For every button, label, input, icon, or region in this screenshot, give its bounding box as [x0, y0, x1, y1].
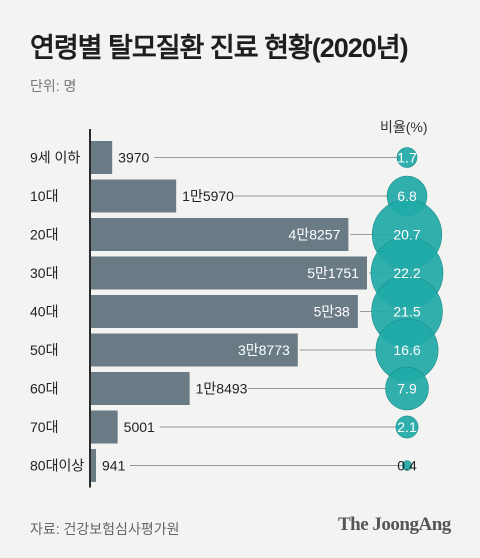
chart-svg: 9세 이하 3970 1.7 10대 1만5970 6.8 20대 4만8257 20.7 30대…	[30, 129, 444, 488]
value-label: 5만1751	[307, 265, 359, 281]
category-label: 30대	[30, 265, 58, 281]
ratio-label: 21.5	[393, 304, 420, 320]
bar	[91, 179, 177, 213]
bar	[91, 141, 113, 174]
ratio-bubble	[396, 147, 418, 168]
bar	[91, 218, 349, 251]
value-label: 1만5970	[182, 188, 234, 204]
source-label: 자료: 건강보험심사평가원	[30, 521, 180, 537]
unit-label: 단위: 명	[30, 78, 77, 94]
category-label: 50대	[30, 342, 58, 358]
category-label: 10대	[30, 188, 58, 204]
bar	[91, 372, 190, 405]
value-label: 5001	[124, 419, 155, 435]
bar	[91, 449, 97, 482]
category-label: 60대	[30, 381, 58, 397]
ratio-bubble	[401, 460, 413, 471]
ratio-bubble	[385, 366, 429, 411]
bar	[91, 295, 358, 328]
value-label: 5만38	[314, 304, 350, 320]
value-label: 941	[102, 458, 126, 474]
ratio-label: 22.2	[393, 265, 420, 281]
value-label: 4만8257	[289, 227, 341, 243]
ratio-label: 0.4	[397, 458, 417, 474]
value-label: 3970	[118, 150, 149, 166]
bar	[91, 256, 367, 290]
bubbles-group	[370, 147, 444, 471]
ratio-header: 비율(%)	[380, 119, 428, 135]
category-label: 40대	[30, 304, 58, 320]
bar	[91, 333, 298, 367]
labels-group: 9세 이하 3970 1.7 10대 1만5970 6.8 20대 4만8257 20.7 30대…	[30, 150, 421, 474]
ratio-label: 20.7	[393, 227, 420, 243]
value-label: 3만8773	[238, 342, 290, 358]
bar	[91, 410, 118, 444]
category-label: 80대이상	[30, 458, 84, 474]
ratio-label: 16.6	[393, 342, 420, 358]
bars-group	[91, 141, 367, 482]
category-label: 9세 이하	[30, 150, 80, 166]
category-label: 70대	[30, 419, 58, 435]
ratio-label: 7.9	[397, 381, 417, 397]
ratio-label: 6.8	[397, 188, 417, 204]
ratio-bubble	[395, 415, 419, 439]
ratio-label: 1.7	[397, 150, 417, 166]
ratio-label: 2.1	[397, 419, 417, 435]
category-label: 20대	[30, 227, 58, 243]
brand-logo: The JoongAng	[338, 514, 451, 535]
value-label: 1만8493	[196, 381, 248, 397]
chart-title: 연령별 탈모질환 진료 현황(2020년)	[30, 33, 409, 63]
